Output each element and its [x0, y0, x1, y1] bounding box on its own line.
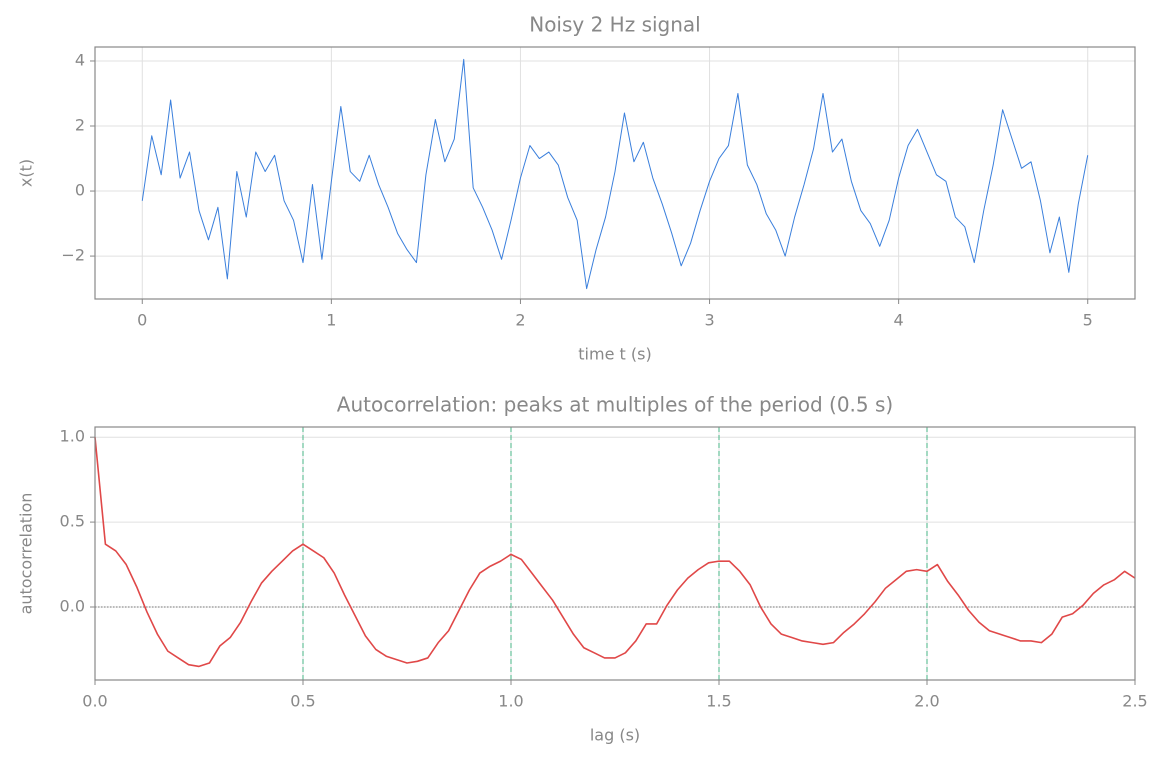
signal-line: [141, 58, 1089, 290]
x-tick-label: 4: [894, 311, 904, 330]
y-axis-label: x(t): [17, 159, 36, 187]
y-tick-label: −2: [61, 246, 85, 265]
chart-title: Autocorrelation: peaks at multiples of t…: [337, 393, 893, 417]
y-tick-label: 0.5: [60, 512, 85, 531]
signal-line: [94, 437, 1136, 668]
x-tick-label: 1.0: [498, 692, 523, 711]
x-tick-label: 5: [1083, 311, 1093, 330]
x-tick-label: 2.5: [1122, 692, 1147, 711]
y-axis-label: autocorrelation: [17, 493, 36, 615]
x-tick-label: 0: [137, 311, 147, 330]
x-axis-label: lag (s): [590, 726, 640, 745]
x-tick-label: 2.0: [914, 692, 939, 711]
x-axis-label: time t (s): [578, 345, 651, 364]
y-tick-label: 4: [75, 50, 85, 69]
x-tick-label: 0.5: [290, 692, 315, 711]
x-tick-label: 0.0: [82, 692, 107, 711]
chart-title: Noisy 2 Hz signal: [529, 13, 701, 37]
y-tick-label: 2: [75, 116, 85, 135]
y-tick-label: 0.0: [60, 596, 85, 615]
x-tick-label: 3: [704, 311, 714, 330]
y-tick-label: 0: [75, 181, 85, 200]
y-tick-label: 1.0: [60, 427, 85, 446]
x-tick-label: 1.5: [706, 692, 731, 711]
x-tick-label: 2: [515, 311, 525, 330]
x-tick-label: 1: [326, 311, 336, 330]
axes-frame: [94, 46, 1136, 300]
axes-frame: [94, 426, 1136, 681]
